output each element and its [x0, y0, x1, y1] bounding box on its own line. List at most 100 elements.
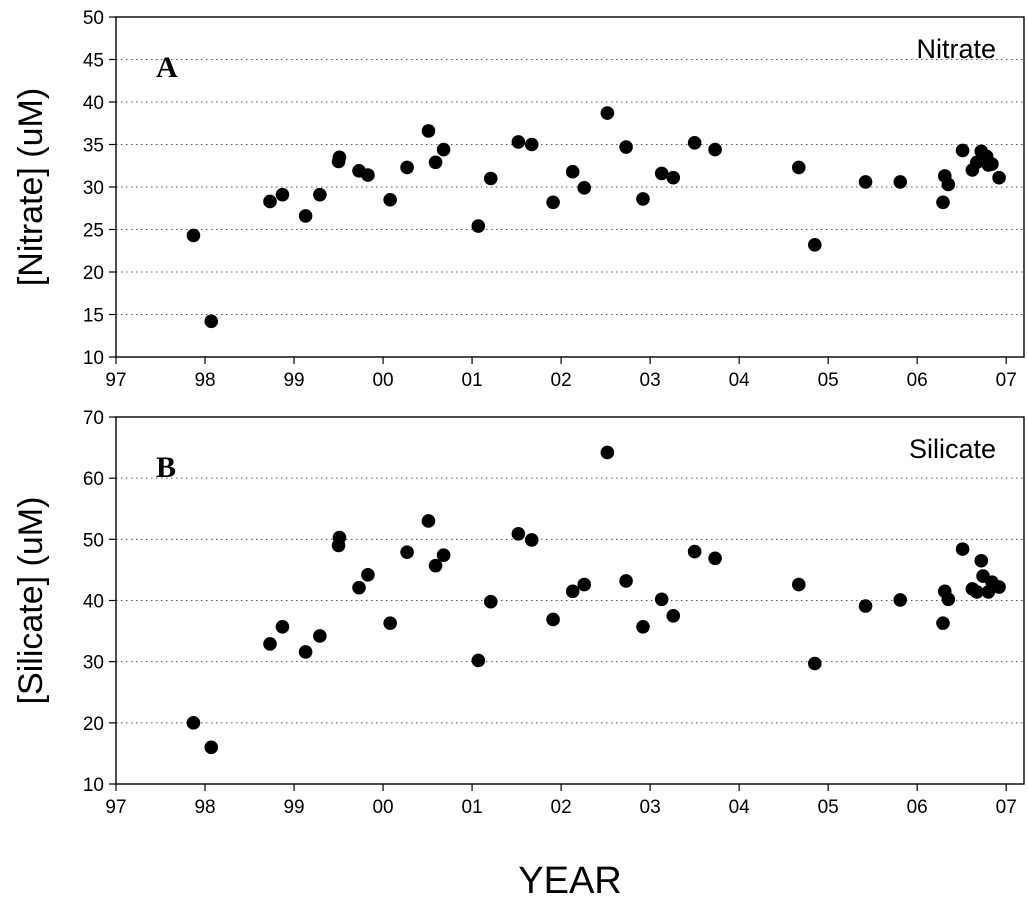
data-point [858, 175, 873, 189]
data-point [204, 740, 219, 755]
data-point [483, 171, 498, 186]
data-point [708, 142, 722, 157]
panel-letter: A [156, 51, 178, 84]
y-tick-label: 15 [83, 306, 104, 327]
data-point [636, 620, 650, 634]
data-point [275, 187, 290, 202]
data-point [600, 106, 615, 120]
data-point [791, 160, 806, 175]
data-point [936, 616, 950, 630]
data-point [808, 238, 822, 252]
x-tick-label: 02 [551, 797, 572, 818]
data-point [524, 137, 539, 152]
x-tick-label: 05 [818, 797, 839, 818]
data-point [970, 155, 984, 170]
data-point [893, 593, 908, 607]
data-point [332, 150, 347, 165]
y-tick-label: 45 [83, 51, 104, 72]
x-tick-label: 99 [283, 370, 304, 391]
data-point [313, 629, 327, 643]
data-point [666, 608, 681, 623]
data-point [941, 592, 956, 607]
x-tick-label: 03 [640, 797, 661, 818]
y-tick-label: 50 [83, 530, 104, 551]
y-tick-label: 40 [83, 592, 104, 613]
data-point [708, 551, 722, 566]
y-tick-label: 20 [83, 263, 104, 284]
data-point [263, 194, 277, 209]
data-point [636, 192, 650, 206]
y-tick-label: 20 [83, 714, 104, 735]
panel-b: 10 20 30 40 50 60 70 97 98 99 00 01 02 03 04 05 06 07 [Sil… [12, 408, 1025, 818]
data-point [471, 653, 486, 668]
data-point [383, 616, 397, 630]
x-axis-label: YEAR [518, 860, 621, 899]
data-point [428, 558, 443, 573]
data-point [361, 568, 375, 582]
y-axis-label: [Nitrate] (uM) [12, 88, 50, 286]
x-tick-label: 06 [907, 370, 928, 391]
data-point [941, 177, 956, 192]
data-point [400, 160, 414, 175]
data-point [985, 157, 999, 171]
data-point [298, 645, 313, 659]
data-point [383, 192, 397, 207]
y-axis-label: [Silicate] (uM) [12, 497, 50, 705]
data-point [808, 656, 822, 671]
x-tick-label: 00 [372, 797, 393, 818]
data-point [483, 594, 498, 609]
y-tick-label: 60 [83, 469, 104, 490]
data-point [204, 314, 219, 329]
data-point [511, 527, 526, 541]
x-tick-label: 01 [462, 370, 483, 391]
data-point [565, 584, 580, 599]
x-tick-label: 99 [283, 797, 304, 818]
data-point [313, 187, 327, 202]
x-tick-label: 07 [996, 370, 1017, 391]
data-point [970, 585, 984, 599]
data-point [436, 142, 451, 157]
panel-letter: B [156, 451, 176, 484]
data-point [619, 140, 633, 154]
data-point [421, 124, 436, 138]
data-point [421, 514, 436, 528]
x-tick-label: 98 [194, 370, 215, 391]
x-tick-label: 97 [105, 370, 126, 391]
data-point [400, 545, 414, 559]
data-point [666, 170, 681, 185]
data-point [687, 136, 702, 150]
data-point [275, 620, 290, 634]
data-point [654, 592, 669, 607]
x-tick-label: 06 [907, 797, 928, 818]
data-point [955, 542, 970, 556]
data-point [893, 175, 908, 189]
data-point [955, 143, 970, 158]
data-point [687, 544, 702, 559]
y-tick-label: 10 [83, 775, 104, 796]
data-point [546, 195, 560, 210]
x-tick-label: 07 [996, 797, 1017, 818]
y-tick-label: 40 [83, 93, 104, 114]
data-point [186, 228, 201, 243]
data-point [546, 612, 560, 627]
x-tick-label: 04 [729, 370, 751, 391]
data-point [992, 170, 1006, 185]
y-tick-label: 50 [83, 8, 104, 29]
data-point [619, 574, 633, 588]
x-tick-label: 04 [729, 797, 751, 818]
x-tick-label: 00 [372, 370, 393, 391]
data-point [361, 168, 375, 182]
data-point [332, 530, 347, 545]
data-point [186, 716, 201, 730]
x-tick-label: 03 [640, 370, 661, 391]
data-point [428, 155, 443, 170]
series-label: Silicate [909, 434, 996, 464]
data-point [263, 637, 277, 651]
y-tick-label: 25 [83, 221, 104, 242]
x-tick-label: 05 [818, 370, 839, 391]
series-label: Nitrate [916, 34, 996, 64]
x-tick-label: 97 [105, 797, 126, 818]
x-tick-label: 98 [194, 797, 215, 818]
data-point [600, 445, 615, 460]
